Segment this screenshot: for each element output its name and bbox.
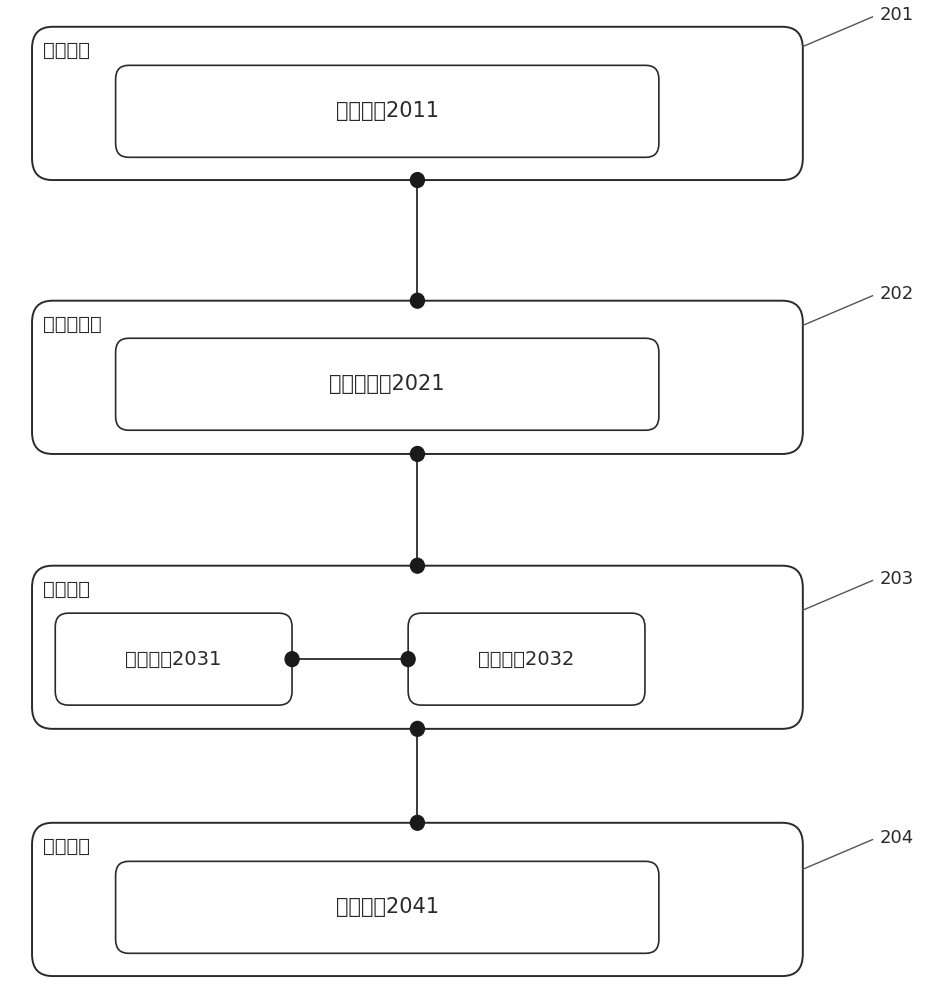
Text: 判断单剁2041: 判断单剁2041: [335, 897, 438, 917]
Text: 反演单元2031: 反演单元2031: [125, 650, 222, 669]
Circle shape: [410, 293, 424, 308]
FancyBboxPatch shape: [408, 613, 644, 705]
FancyBboxPatch shape: [115, 65, 658, 157]
Text: 204: 204: [879, 829, 914, 847]
Text: 初始化单元2021: 初始化单元2021: [329, 374, 445, 394]
Text: 反演模块: 反演模块: [43, 580, 90, 599]
Text: 201: 201: [879, 6, 913, 24]
Circle shape: [410, 173, 424, 187]
Circle shape: [410, 721, 424, 736]
FancyBboxPatch shape: [32, 301, 802, 454]
Circle shape: [410, 447, 424, 461]
Circle shape: [285, 652, 299, 667]
Text: 更新单元2032: 更新单元2032: [478, 650, 574, 669]
FancyBboxPatch shape: [55, 613, 292, 705]
Text: 202: 202: [879, 285, 914, 303]
Text: 203: 203: [879, 570, 914, 588]
Text: 计算模块: 计算模块: [43, 41, 90, 60]
Circle shape: [410, 558, 424, 573]
Circle shape: [401, 652, 415, 667]
Text: 判断模块: 判断模块: [43, 837, 90, 856]
FancyBboxPatch shape: [115, 861, 658, 953]
Text: 计算单元2011: 计算单元2011: [335, 101, 438, 121]
FancyBboxPatch shape: [32, 823, 802, 976]
FancyBboxPatch shape: [32, 27, 802, 180]
FancyBboxPatch shape: [32, 566, 802, 729]
FancyBboxPatch shape: [115, 338, 658, 430]
Text: 初始化模块: 初始化模块: [43, 315, 102, 334]
Circle shape: [410, 815, 424, 830]
